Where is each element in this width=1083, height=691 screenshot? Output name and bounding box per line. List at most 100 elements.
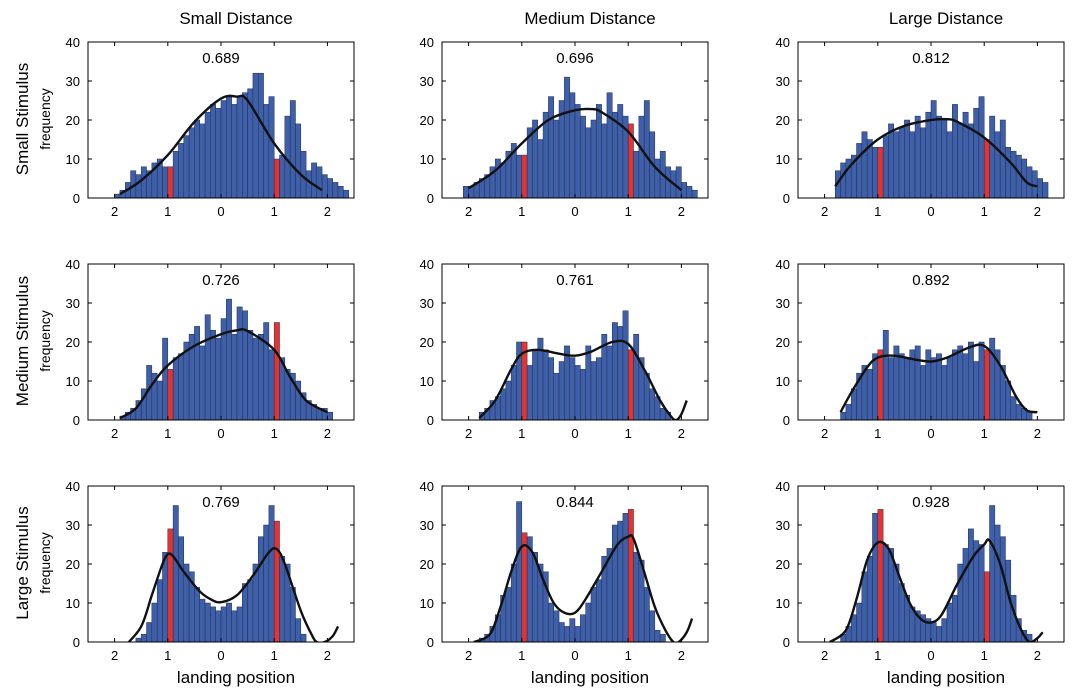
histogram-bar xyxy=(574,365,581,421)
histogram-bar xyxy=(590,587,597,643)
histogram-bar xyxy=(510,365,517,421)
histogram-bar xyxy=(210,330,216,421)
histogram-bar xyxy=(305,170,312,199)
histogram-bar xyxy=(840,411,847,421)
y-tick-label: 0 xyxy=(427,413,434,428)
histogram-bar xyxy=(882,330,889,421)
histogram-bar xyxy=(840,162,847,199)
histogram-bar xyxy=(332,182,339,199)
histogram-bar xyxy=(633,333,640,421)
x-tick-label: 1 xyxy=(518,648,525,663)
x-tick-label: 2 xyxy=(324,648,331,663)
y-tick-label: 40 xyxy=(420,35,434,50)
histogram-bar xyxy=(199,123,206,199)
col-title-small-distance: Small Distance xyxy=(179,9,292,28)
xlabel-small-distance: landing position xyxy=(177,668,295,687)
y-tick-label: 40 xyxy=(776,35,790,50)
y-tick-label: 30 xyxy=(776,74,790,89)
histogram-bar xyxy=(516,501,523,643)
y-tick-label: 30 xyxy=(420,518,434,533)
histogram-bar xyxy=(215,337,222,421)
histogram-bar xyxy=(510,563,517,643)
histogram-bar xyxy=(316,166,323,199)
fit-curve xyxy=(119,94,323,196)
y-tick-label: 10 xyxy=(66,374,80,389)
histogram-bar xyxy=(952,594,958,643)
histogram-bar xyxy=(888,548,895,643)
histogram-bar xyxy=(300,633,307,643)
histogram-bar xyxy=(946,602,953,643)
histogram-bar xyxy=(542,111,549,199)
panel-annotation: 0.928 xyxy=(912,494,950,511)
histogram-bar xyxy=(898,583,905,643)
y-tick-label: 10 xyxy=(420,374,434,389)
x-tick-label: 2 xyxy=(465,648,472,663)
col-title-large-distance: Large Distance xyxy=(889,9,1003,28)
x-tick-label: 1 xyxy=(164,648,171,663)
histogram-bar xyxy=(178,536,185,643)
y-tick-label: 0 xyxy=(783,191,790,206)
histogram-bar xyxy=(542,349,549,421)
y-tick-label: 10 xyxy=(420,596,434,611)
histogram-bar xyxy=(268,505,275,643)
histogram-bar xyxy=(930,100,937,199)
y-tick-label: 0 xyxy=(783,413,790,428)
histogram-bar xyxy=(279,154,286,199)
highlight-bar xyxy=(983,139,990,199)
histogram-bar xyxy=(553,610,560,643)
fit-curve xyxy=(127,546,340,642)
highlight-bar xyxy=(983,571,990,643)
histogram-bar xyxy=(114,193,121,199)
histogram-bar xyxy=(611,322,618,421)
y-tick-label: 10 xyxy=(776,596,790,611)
histogram-bar xyxy=(263,104,270,199)
histogram-bar xyxy=(194,119,200,199)
x-tick-label: 2 xyxy=(1034,204,1041,219)
xlabel-large-distance: landing position xyxy=(887,668,1005,687)
histogram-bar xyxy=(952,349,958,421)
highlight-bar xyxy=(877,349,884,421)
y-tick-label: 30 xyxy=(776,518,790,533)
y-tick-label: 20 xyxy=(66,335,80,350)
highlight-bar xyxy=(983,349,990,421)
histogram-bar xyxy=(548,357,554,421)
histogram-bar xyxy=(247,330,254,421)
x-tick-label: 2 xyxy=(1034,426,1041,441)
panel-annotation: 0.892 xyxy=(912,272,950,289)
histogram-bar xyxy=(622,513,629,643)
y-tick-label: 30 xyxy=(420,296,434,311)
histogram-bar xyxy=(654,630,661,643)
histogram-bar xyxy=(941,365,948,421)
x-tick-label: 1 xyxy=(981,426,988,441)
histogram-bar xyxy=(220,606,227,643)
histogram-bar xyxy=(904,119,910,199)
histogram-bar xyxy=(1015,404,1022,421)
histogram-bar xyxy=(585,127,592,199)
fit-curve xyxy=(473,533,694,642)
histogram-bar xyxy=(580,115,586,199)
y-tick-label: 20 xyxy=(776,113,790,128)
histogram-bar xyxy=(321,174,328,199)
x-tick-label: 1 xyxy=(164,426,171,441)
x-tick-label: 0 xyxy=(927,204,934,219)
histogram-bar xyxy=(172,357,179,421)
histogram-bar xyxy=(590,361,597,421)
y-tick-label: 20 xyxy=(420,335,434,350)
x-tick-label: 1 xyxy=(874,204,881,219)
histogram-bar xyxy=(611,111,618,199)
histogram-bar xyxy=(505,380,512,421)
histogram-bar xyxy=(994,131,1001,199)
histogram-bar xyxy=(199,345,206,421)
histogram-bar xyxy=(675,166,682,199)
histogram-bar xyxy=(210,606,216,643)
y-tick-label: 10 xyxy=(66,596,80,611)
histogram-bar xyxy=(596,579,602,643)
histogram-bar xyxy=(585,345,592,421)
histogram-bar xyxy=(952,104,958,199)
x-tick-label: 2 xyxy=(678,426,685,441)
